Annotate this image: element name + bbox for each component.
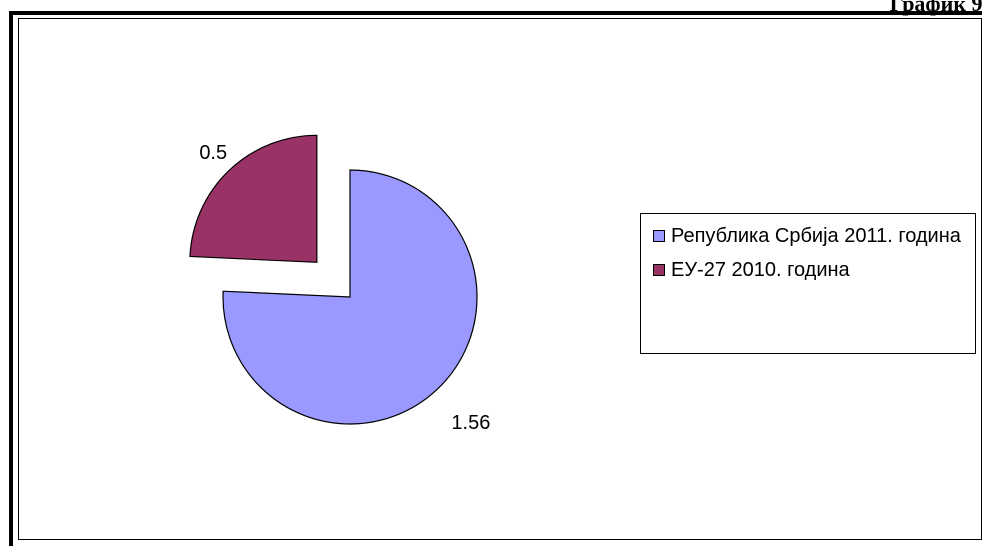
legend-entry: Република Србија 2011. година — [651, 222, 965, 250]
pie-slice — [189, 134, 318, 263]
data-label: 0.5 — [199, 142, 227, 164]
legend-swatch — [653, 230, 665, 242]
frame — [9, 11, 982, 546]
legend: Република Србија 2011. година ЕУ-27 2010.… — [640, 213, 976, 354]
pie-slice — [222, 169, 478, 425]
legend-label: Република Србија 2011. година — [671, 225, 961, 247]
data-label: 1.56 — [451, 412, 490, 434]
legend-entry: ЕУ-27 2010. година — [651, 256, 965, 284]
legend-swatch — [653, 264, 665, 276]
legend-label: ЕУ-27 2010. година — [671, 259, 850, 281]
